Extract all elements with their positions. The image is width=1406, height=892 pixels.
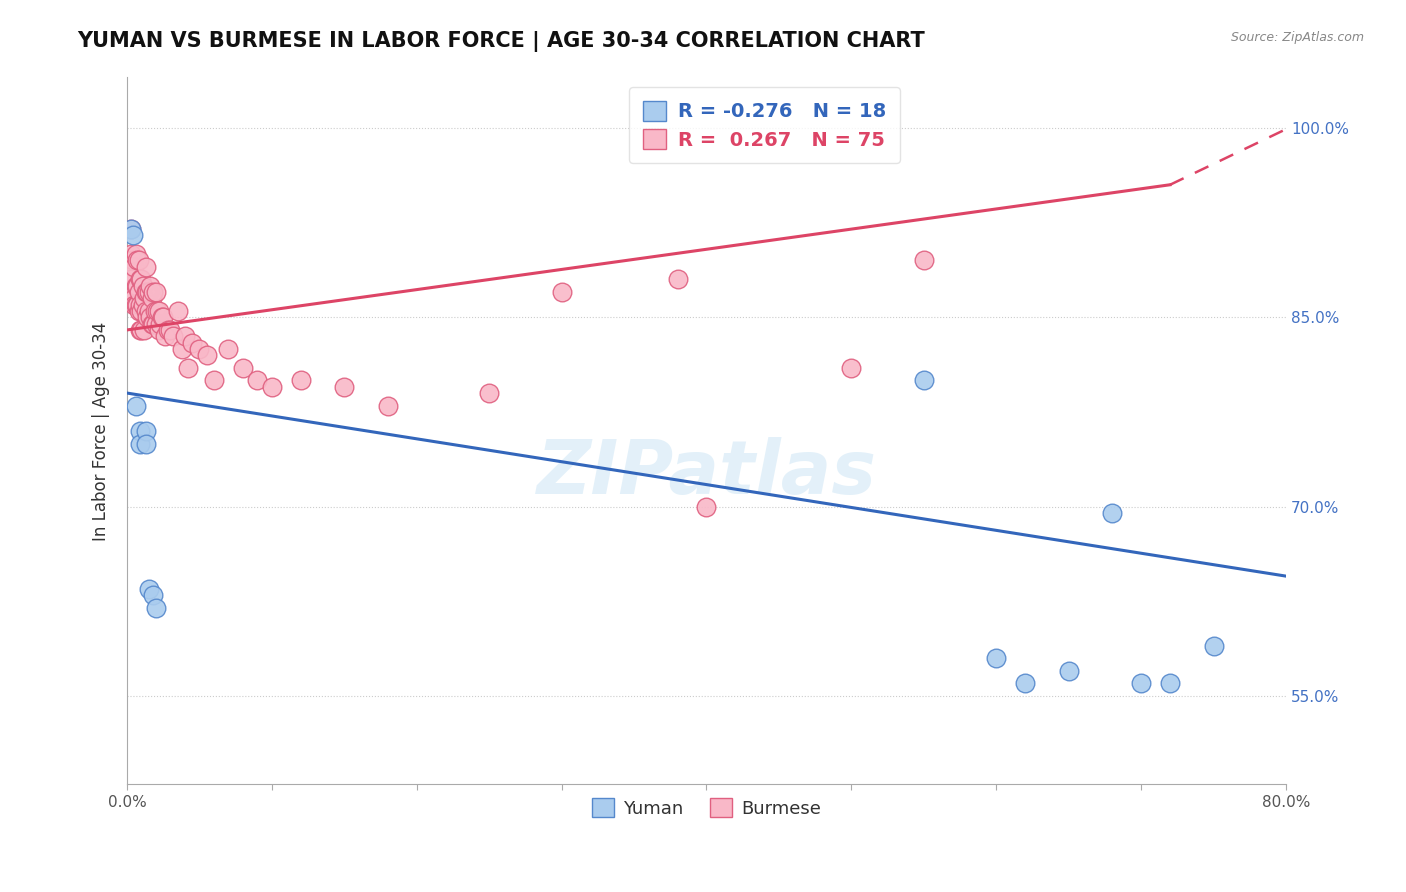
Point [135, 260, 157, 274]
Point [122, 260, 145, 274]
Point [841, 360, 863, 375]
Point [125, 247, 148, 261]
Point [290, 373, 312, 387]
Point [136, 310, 159, 325]
Point [127, 253, 149, 268]
Point [138, 304, 160, 318]
Point [135, 436, 157, 450]
Point [125, 298, 148, 312]
Point [125, 399, 148, 413]
Point [138, 285, 160, 299]
Point [1159, 676, 1181, 690]
Point [195, 348, 218, 362]
Point [121, 285, 143, 299]
Point [232, 360, 254, 375]
Point [188, 342, 211, 356]
Point [153, 329, 176, 343]
Point [129, 272, 152, 286]
Point [142, 588, 165, 602]
Point [377, 399, 399, 413]
Point [1202, 639, 1225, 653]
Point [131, 323, 153, 337]
Point [181, 335, 204, 350]
Point [127, 278, 149, 293]
Point [121, 253, 143, 268]
Point [156, 323, 179, 337]
Point [145, 317, 167, 331]
Point [1101, 506, 1123, 520]
Point [132, 298, 155, 312]
Point [666, 272, 689, 286]
Y-axis label: In Labor Force | Age 30-34: In Labor Force | Age 30-34 [93, 321, 110, 541]
Point [550, 285, 572, 299]
Point [333, 380, 356, 394]
Point [127, 298, 149, 312]
Point [134, 292, 156, 306]
Point [141, 317, 163, 331]
Point [138, 582, 160, 596]
Point [134, 323, 156, 337]
Point [132, 278, 155, 293]
Point [149, 317, 172, 331]
Point [139, 310, 162, 325]
Point [150, 310, 173, 325]
Point [1057, 664, 1080, 678]
Point [145, 285, 167, 299]
Point [246, 373, 269, 387]
Point [143, 304, 166, 318]
Point [120, 222, 142, 236]
Point [129, 424, 152, 438]
Point [141, 292, 163, 306]
Point [177, 360, 200, 375]
Point [122, 298, 145, 312]
Point [120, 247, 142, 261]
Point [166, 304, 188, 318]
Text: YUMAN VS BURMESE IN LABOR FORCE | AGE 30-34 CORRELATION CHART: YUMAN VS BURMESE IN LABOR FORCE | AGE 30… [77, 31, 925, 53]
Point [135, 285, 157, 299]
Point [142, 285, 165, 299]
Point [129, 298, 152, 312]
Point [217, 342, 239, 356]
Point [152, 310, 174, 325]
Point [131, 272, 153, 286]
Point [120, 272, 142, 286]
Point [148, 304, 170, 318]
Point [125, 278, 148, 293]
Point [129, 436, 152, 450]
Point [170, 342, 193, 356]
Point [145, 600, 167, 615]
Point [986, 651, 1008, 665]
Point [159, 323, 181, 337]
Text: ZIPatlas: ZIPatlas [537, 437, 876, 510]
Point [139, 278, 162, 293]
Point [135, 304, 157, 318]
Point [131, 304, 153, 318]
Text: Source: ZipAtlas.com: Source: ZipAtlas.com [1230, 31, 1364, 45]
Point [118, 272, 141, 286]
Point [129, 323, 152, 337]
Point [120, 222, 142, 236]
Point [148, 323, 170, 337]
Point [695, 500, 717, 514]
Point [1130, 676, 1153, 690]
Legend: Yuman, Burmese: Yuman, Burmese [585, 791, 828, 825]
Point [122, 292, 145, 306]
Point [202, 373, 225, 387]
Point [1014, 676, 1036, 690]
Point [912, 373, 935, 387]
Point [128, 253, 150, 268]
Point [135, 424, 157, 438]
Point [260, 380, 283, 394]
Point [146, 304, 169, 318]
Point [912, 253, 935, 268]
Point [162, 329, 184, 343]
Point [128, 304, 150, 318]
Point [478, 386, 501, 401]
Point [136, 285, 159, 299]
Point [121, 228, 143, 243]
Point [174, 329, 197, 343]
Point [142, 317, 165, 331]
Point [128, 285, 150, 299]
